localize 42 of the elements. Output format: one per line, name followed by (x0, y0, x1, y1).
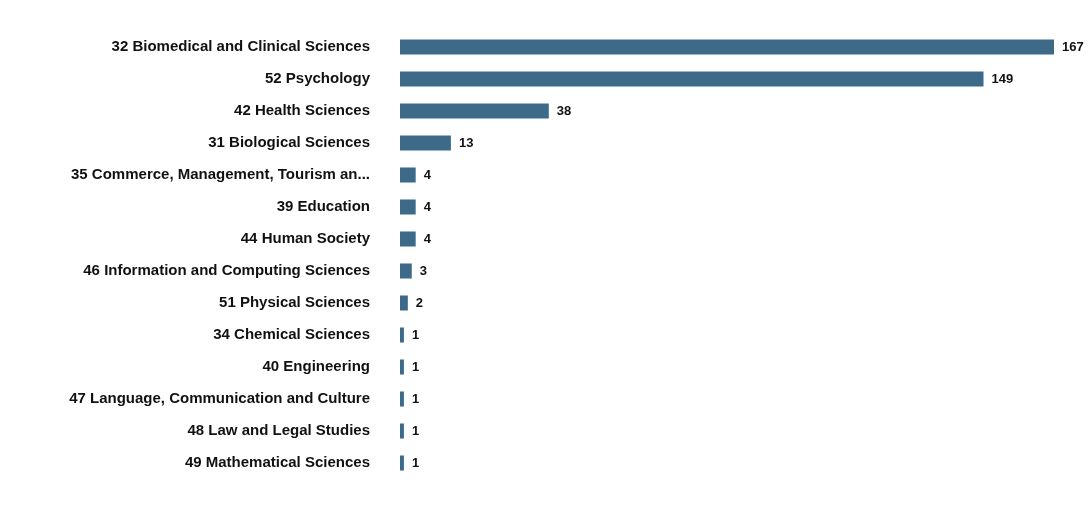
data-label: 149 (991, 70, 1014, 86)
bar (400, 327, 404, 343)
data-label: 167 (1062, 38, 1084, 54)
bar (400, 71, 984, 87)
y-tick-label: 51 Physical Sciences (219, 293, 370, 311)
y-tick-label: 49 Mathematical Sciences (184, 453, 370, 471)
bar (400, 39, 1054, 55)
bar (400, 231, 416, 247)
y-tick-label: 48 Law and Legal Studies (187, 421, 370, 439)
data-label: 1 (411, 326, 420, 342)
data-label: 1 (411, 390, 420, 406)
y-tick-label: 42 Health Sciences (234, 101, 370, 119)
y-tick-label: 44 Human Society (240, 229, 371, 247)
data-label: 4 (423, 198, 432, 214)
bar (400, 167, 416, 183)
y-tick-label: 31 Biological Sciences (208, 133, 370, 151)
y-tick-label: 47 Language, Communication and Culture (69, 389, 370, 407)
bar (400, 263, 412, 279)
bar (400, 455, 404, 471)
data-label: 1 (411, 454, 420, 470)
bar (400, 199, 416, 215)
data-label: 1 (411, 358, 420, 374)
bar (400, 391, 404, 407)
data-label: 13 (458, 134, 474, 150)
data-label: 3 (419, 262, 427, 278)
y-tick-label: 52 Psychology (264, 69, 371, 87)
bar (400, 423, 404, 439)
data-label: 4 (423, 230, 432, 246)
bar (400, 103, 549, 119)
data-label: 4 (423, 166, 432, 182)
y-tick-label: 32 Biomedical and Clinical Sciences (111, 37, 370, 55)
data-label: 1 (411, 422, 420, 438)
y-tick-label: 40 Engineering (262, 357, 370, 375)
bar (400, 135, 451, 151)
y-tick-label: 39 Education (276, 197, 370, 215)
y-tick-label: 46 Information and Computing Sciences (83, 261, 370, 279)
y-tick-label: 34 Chemical Sciences (213, 325, 370, 343)
data-label: 38 (556, 102, 572, 118)
bar (400, 295, 408, 311)
data-label: 2 (415, 294, 424, 310)
y-tick-label: 35 Commerce, Management, Tourism an... (71, 165, 370, 183)
bar (400, 359, 404, 375)
